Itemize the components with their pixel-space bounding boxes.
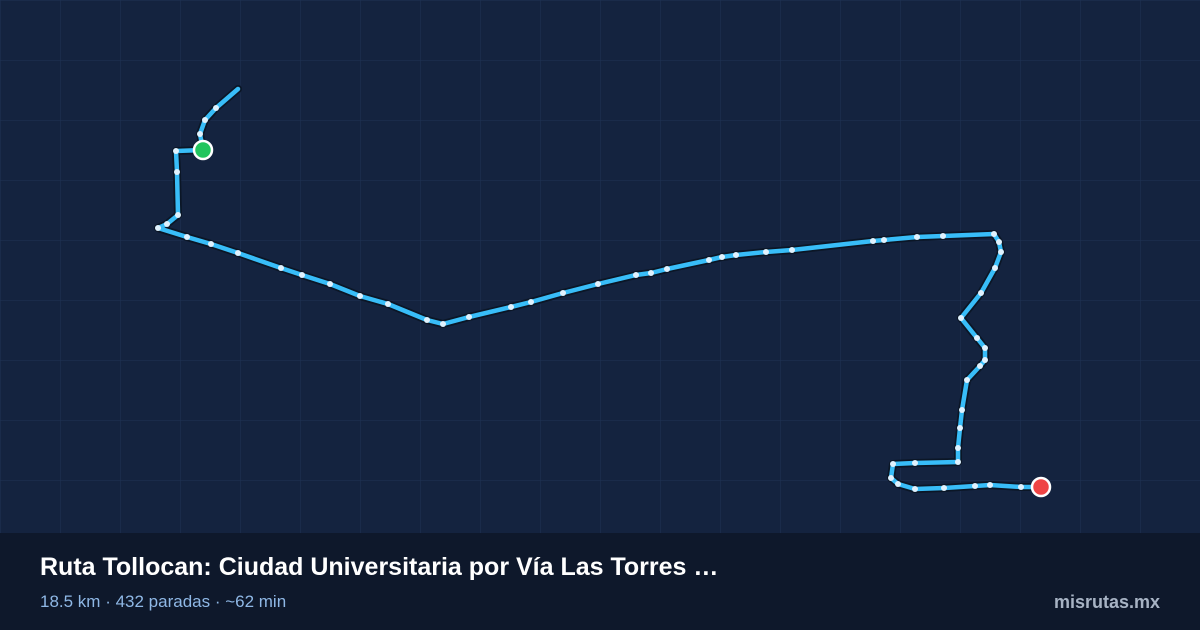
stop [890,461,896,467]
stop [528,299,534,305]
stop [895,481,901,487]
map [0,0,1200,533]
stop [278,265,284,271]
stop [155,225,161,231]
route-title: Ruta Tollocan: Ciudad Universitaria por … [40,553,719,581]
route [154,85,1052,498]
stop [987,482,993,488]
stop [982,345,988,351]
stop [595,281,601,287]
stop [173,148,179,154]
stop [508,304,514,310]
stop [964,377,970,383]
stop [992,265,998,271]
stop [197,131,203,137]
stop [299,272,305,278]
stop [974,335,980,341]
stop [213,105,219,111]
stop [208,241,214,247]
brand: misrutas.mx [1053,592,1160,612]
stop [959,407,965,413]
route-summary: 18.5 km · 432 paradas · ~62 min [40,592,287,611]
stop [440,321,446,327]
stop [957,425,963,431]
stop [719,254,725,260]
stop [955,445,961,451]
stop [991,231,997,237]
stop [972,483,978,489]
stop [327,281,333,287]
info-bar: Ruta Tollocan: Ciudad Universitaria por … [0,533,1200,630]
stop [940,233,946,239]
stop [978,290,984,296]
stop [977,363,983,369]
stop [870,238,876,244]
stop [733,252,739,258]
stop [998,249,1004,255]
stop [706,257,712,263]
stop [424,317,430,323]
stop [164,221,170,227]
stop [466,314,472,320]
stop [996,239,1002,245]
stop [202,117,208,123]
stop [789,247,795,253]
stop [888,475,894,481]
stop [912,460,918,466]
stop [941,485,947,491]
stop [235,250,241,256]
stop [763,249,769,255]
map-grid [0,0,1200,533]
stop [955,459,961,465]
stop [174,169,180,175]
stop [633,272,639,278]
stop [881,237,887,243]
stop [664,266,670,272]
stop [357,293,363,299]
stop [912,486,918,492]
stop [958,315,964,321]
stop [1018,484,1024,490]
stop [648,270,654,276]
stop [184,234,190,240]
stop [982,357,988,363]
stop [560,290,566,296]
stop [914,234,920,240]
stop [175,212,181,218]
start-marker [192,139,214,161]
stop [385,301,391,307]
end-marker [1030,476,1052,498]
